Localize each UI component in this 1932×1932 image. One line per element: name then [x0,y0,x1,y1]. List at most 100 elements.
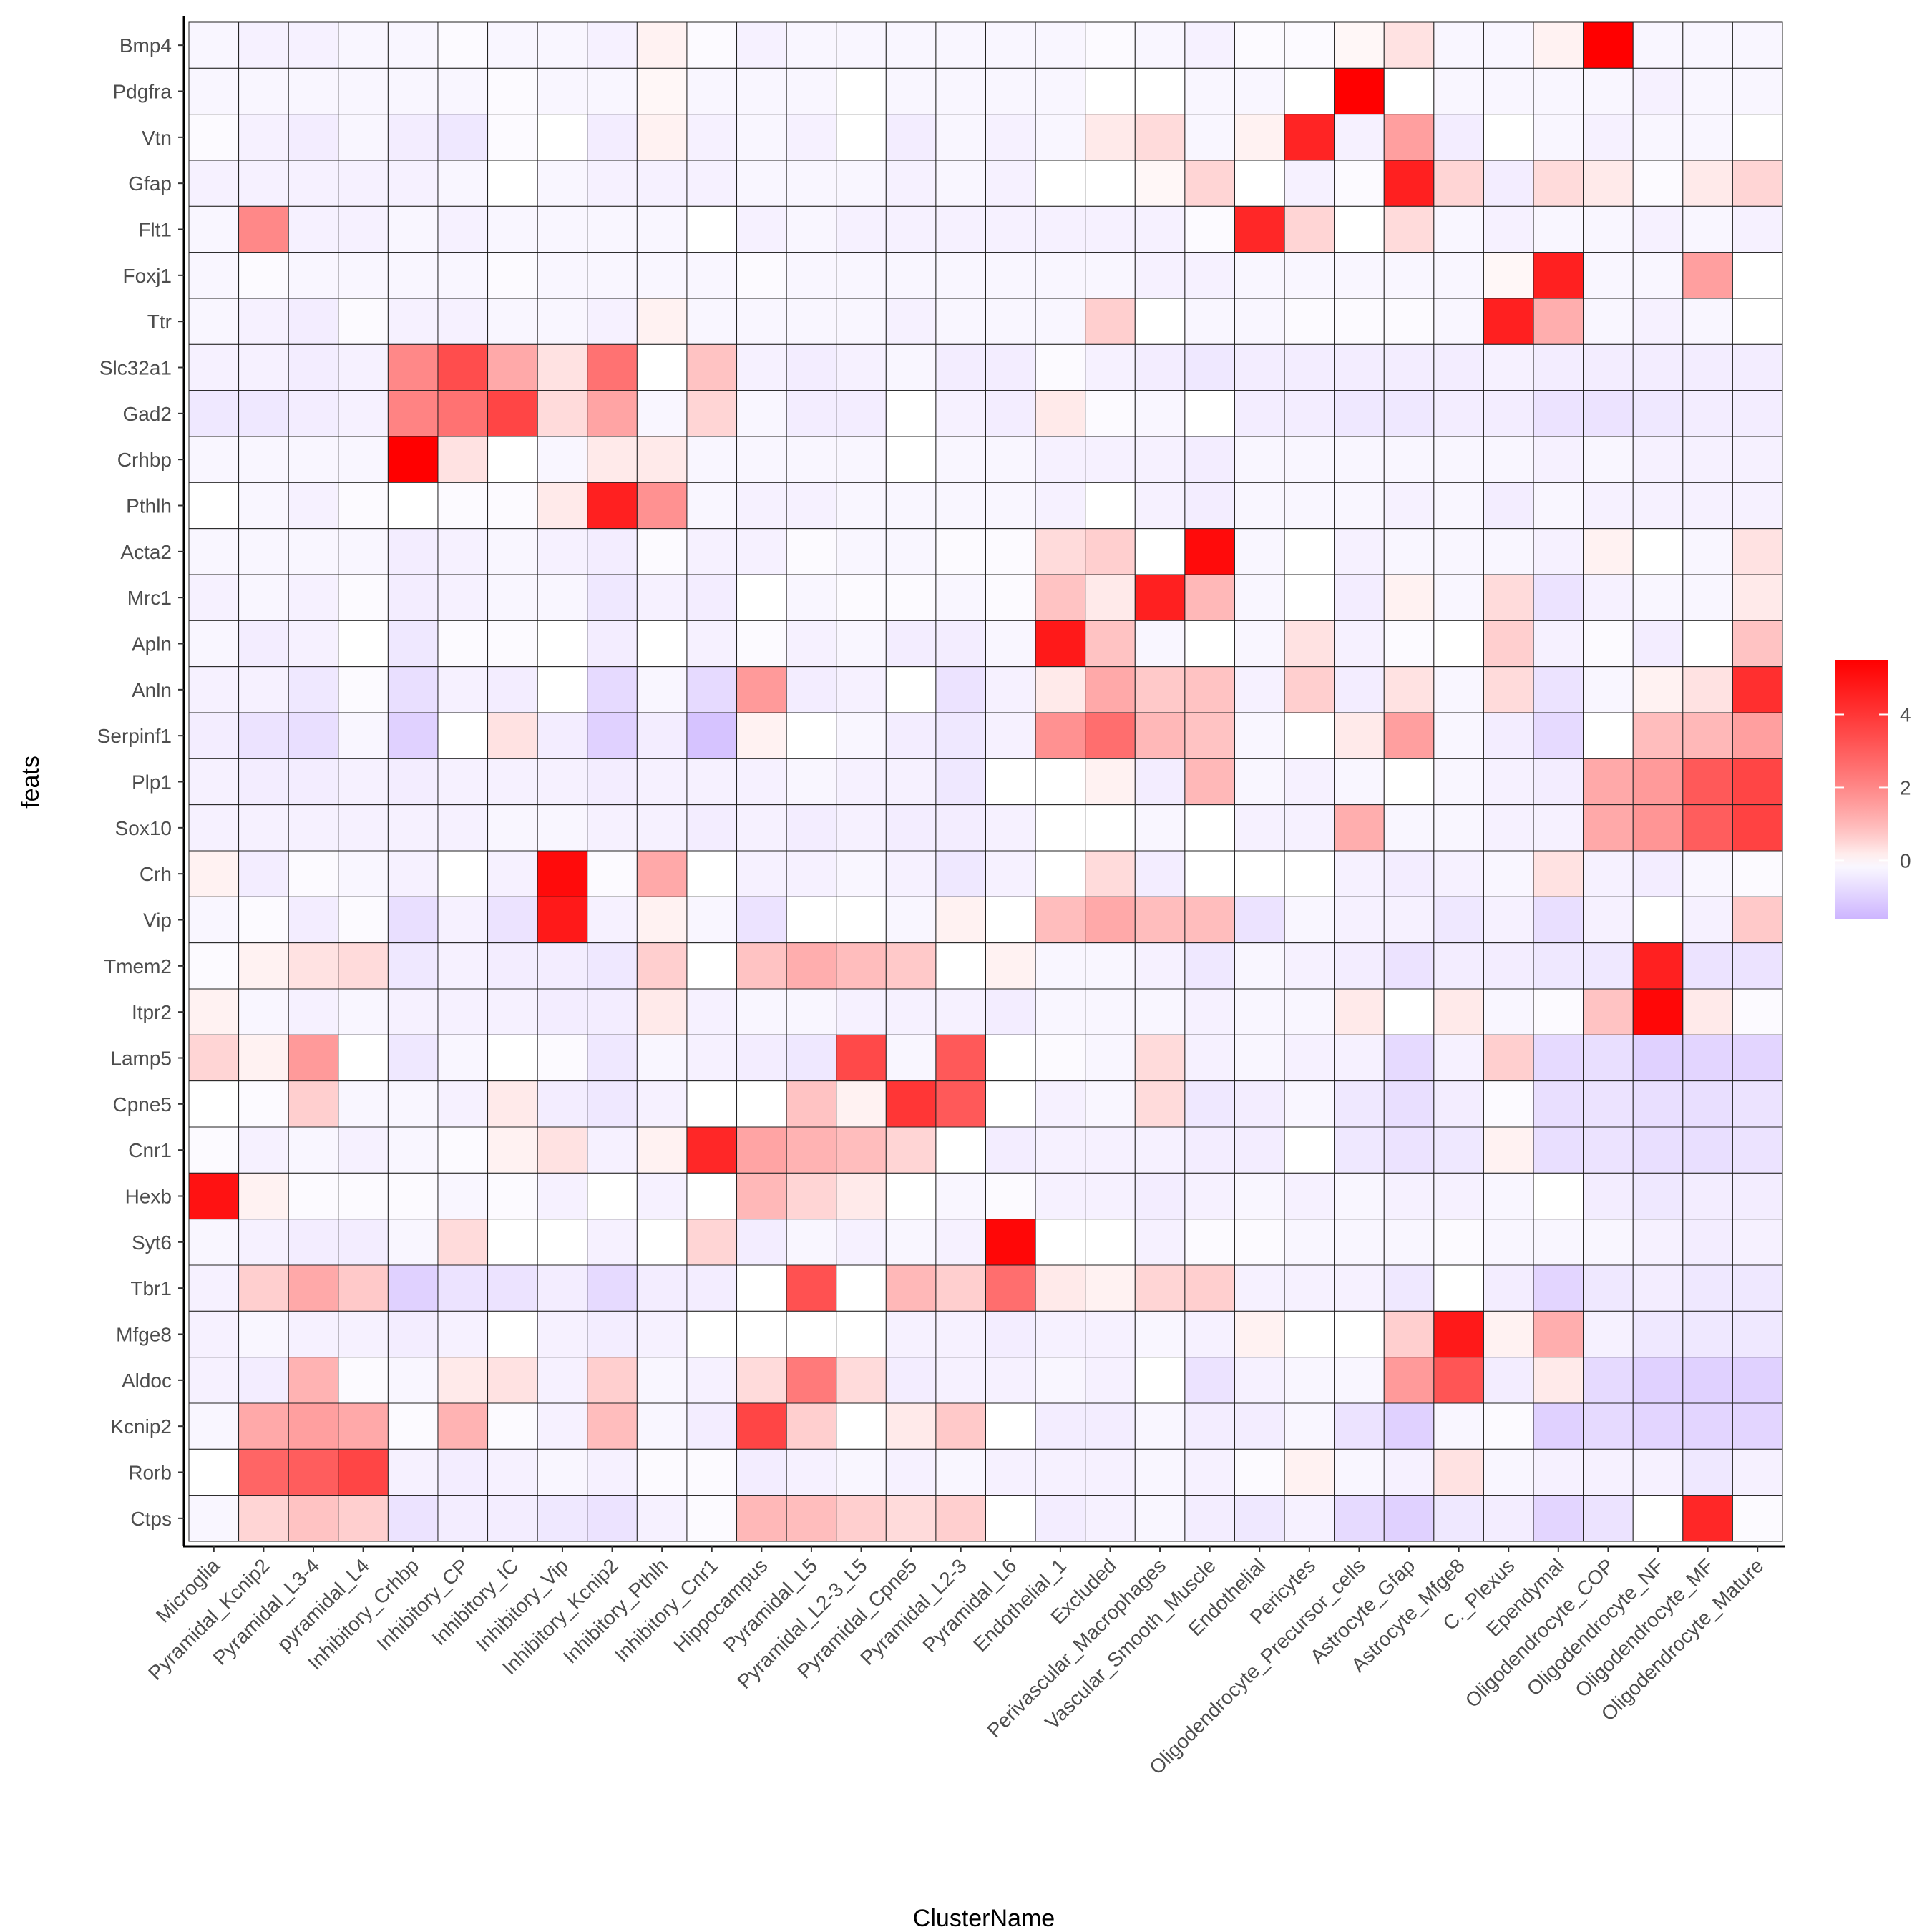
heatmap-cell [636,298,688,345]
heatmap-cell [1284,666,1335,713]
colorbar-tick-label: 0 [1900,849,1911,872]
heatmap-cell [188,804,240,852]
heatmap-cell [1483,1172,1534,1220]
heatmap-cell [686,850,738,897]
heatmap-cell [188,482,240,530]
heatmap-cell [537,666,588,713]
heatmap-cell [1433,1126,1484,1174]
heatmap-cell [1433,574,1484,621]
heatmap-cell [786,1310,837,1358]
heatmap-cell [636,1448,688,1496]
heatmap-cell [238,712,289,759]
heatmap-cell [1284,1448,1335,1496]
heatmap-cell [387,1495,439,1542]
heatmap-cell [1184,1448,1235,1496]
heatmap-cell [1732,988,1783,1035]
heatmap-cell [786,1402,837,1450]
heatmap-cell [885,482,937,530]
heatmap-cell [587,1219,638,1266]
heatmap-cell [1383,436,1435,483]
heatmap-cell [587,666,638,713]
heatmap-cell [1035,574,1086,621]
heatmap-cell [836,1402,887,1450]
heatmap-cell [1632,1264,1684,1312]
heatmap-cell [387,114,439,161]
heatmap-cell [487,436,538,483]
heatmap-cell [1134,620,1186,668]
heatmap-cell [636,850,688,897]
heatmap-cell [288,436,339,483]
heatmap-cell [885,896,937,944]
heatmap-cell [587,1172,638,1220]
heatmap-cell [288,1310,339,1358]
heatmap-cell [387,1080,439,1128]
heatmap-cell [786,1126,837,1174]
heatmap-cell [1085,528,1136,575]
heatmap-cell [1682,436,1733,483]
heatmap-cell [1134,712,1186,759]
heatmap-cell [537,1172,588,1220]
heatmap-cell [686,528,738,575]
heatmap-cell [1583,205,1634,253]
heatmap-cell [1583,574,1634,621]
heatmap-cell [1035,252,1086,299]
heatmap-cell [1334,1310,1385,1358]
y-tick-label: Crhbp [117,449,172,471]
heatmap-cell [885,298,937,345]
heatmap-cell [537,205,588,253]
heatmap-cell [636,758,688,806]
heatmap-cell [636,160,688,207]
heatmap-cell [985,482,1036,530]
heatmap-cell [1334,758,1385,806]
y-tick-label: Plp1 [132,771,172,794]
heatmap-cell [487,1172,538,1220]
heatmap-cell [1284,850,1335,897]
heatmap-cell [338,620,389,668]
heatmap-cell [736,804,787,852]
heatmap-cell [537,1264,588,1312]
heatmap-cell [885,804,937,852]
heatmap-cell [1533,850,1584,897]
heatmap-cell [188,1219,240,1266]
heatmap-cell [338,528,389,575]
heatmap-cell [188,1310,240,1358]
heatmap-cell [288,343,339,391]
heatmap-cell [1383,1126,1435,1174]
heatmap-cell [1334,482,1385,530]
heatmap-cell [1234,850,1285,897]
heatmap-cell [1334,988,1385,1035]
heatmap-cell [1383,666,1435,713]
heatmap-cell [1184,482,1235,530]
heatmap-cell [437,850,489,897]
heatmap-cell [1682,343,1733,391]
heatmap-cell [437,574,489,621]
heatmap-cell [188,528,240,575]
heatmap-cell [238,21,289,69]
heatmap-cell [1433,666,1484,713]
heatmap-cell [935,896,986,944]
heatmap-cell [1085,1357,1136,1404]
heatmap-cell [288,482,339,530]
heatmap-cell [1533,712,1584,759]
heatmap-cell [188,1357,240,1404]
heatmap-cell [338,1448,389,1496]
heatmap-cell [537,1495,588,1542]
heatmap-cell [188,1402,240,1450]
heatmap-cell [188,436,240,483]
heatmap-cell [736,758,787,806]
heatmap-cell [1732,1264,1783,1312]
heatmap-cell [1682,1264,1733,1312]
heatmap-cell [1284,1310,1335,1358]
heatmap-cell [1483,1495,1534,1542]
heatmap-cell [288,1357,339,1404]
heatmap-cell [537,1402,588,1450]
heatmap-cell [1483,1357,1534,1404]
heatmap-cell [636,574,688,621]
heatmap-cell [1583,1126,1634,1174]
heatmap-cell [786,804,837,852]
heatmap-cell [885,390,937,437]
heatmap-cell [1134,1219,1186,1266]
y-tick-labels: Bmp4 Pdgfra Vtn Gfap Flt1 Foxj1 Ttr Slc32a1 Gad2… [97,34,184,1530]
heatmap-cell [636,1172,688,1220]
heatmap-cell [1334,21,1385,69]
